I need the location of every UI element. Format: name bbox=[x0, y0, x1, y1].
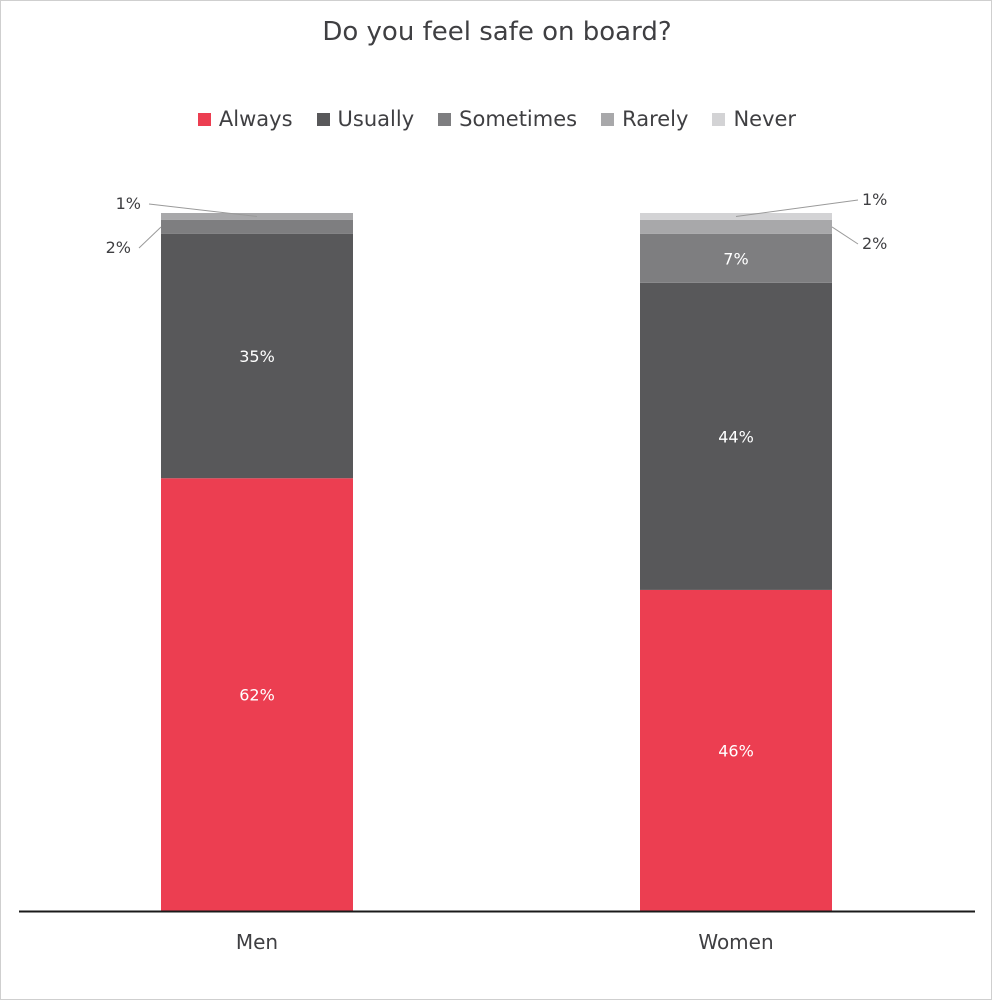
legend-swatch bbox=[438, 112, 452, 126]
legend-label: Sometimes bbox=[459, 107, 578, 131]
chart-legend: Always Usually Sometimes Rarely Never bbox=[1, 107, 992, 131]
data-label: 2% bbox=[862, 234, 887, 253]
bar-segment-always-men bbox=[161, 478, 353, 911]
bar-segment-usually-women bbox=[640, 282, 832, 590]
legend-item-sometimes: Sometimes bbox=[438, 107, 577, 131]
legend-label: Usually bbox=[337, 107, 415, 131]
legend-swatch bbox=[712, 112, 726, 126]
bar-segment-sometimes-men bbox=[161, 219, 353, 234]
bar-segment-sometimes-women bbox=[640, 233, 832, 283]
callout-line bbox=[831, 226, 859, 245]
data-label: 1% bbox=[116, 194, 141, 213]
legend-swatch bbox=[316, 112, 330, 126]
chart-title: Do you feel safe on board? bbox=[322, 17, 672, 47]
bar-segment-usually-men bbox=[161, 233, 353, 479]
category-label: Men bbox=[236, 930, 278, 954]
callout-line bbox=[735, 199, 859, 217]
data-label: 46% bbox=[718, 741, 754, 760]
data-label: 7% bbox=[723, 249, 748, 268]
data-label: 2% bbox=[106, 238, 131, 257]
legend-label: Rarely bbox=[622, 107, 689, 131]
category-label: Women bbox=[698, 930, 773, 954]
data-label: 62% bbox=[239, 686, 275, 705]
legend-swatch bbox=[601, 112, 615, 126]
legend-item-usually: Usually bbox=[316, 107, 415, 131]
callout-line bbox=[138, 226, 162, 249]
legend-label: Always bbox=[218, 107, 293, 131]
callout-line bbox=[148, 203, 258, 217]
legend-item-always: Always bbox=[197, 107, 293, 131]
legend-swatch bbox=[197, 112, 211, 126]
legend-item-rarely: Rarely bbox=[601, 107, 688, 131]
legend-label: Never bbox=[733, 107, 797, 131]
bar-segment-rarely-women bbox=[640, 219, 832, 234]
data-label: 1% bbox=[862, 190, 887, 209]
legend-item-never: Never bbox=[712, 107, 796, 131]
data-label: 44% bbox=[718, 427, 754, 446]
bar-segment-always-women bbox=[640, 589, 832, 911]
data-label: 35% bbox=[239, 347, 275, 366]
